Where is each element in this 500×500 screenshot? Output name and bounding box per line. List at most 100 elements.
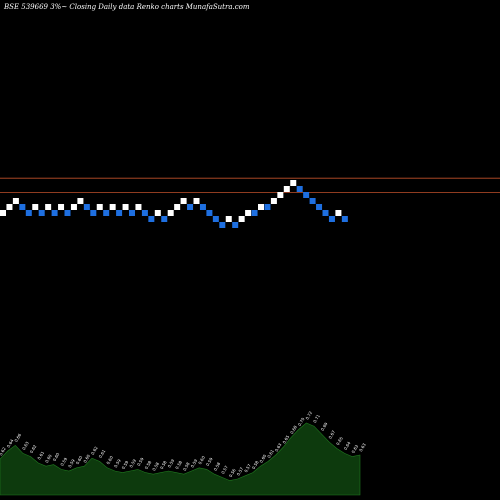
- renko-brick-up: [109, 204, 116, 210]
- volume-label: 0.59: [190, 458, 199, 469]
- renko-brick-down: [251, 210, 258, 216]
- renko-brick-up: [32, 204, 39, 210]
- renko-brick-down: [316, 204, 323, 210]
- volume-label: 0.58: [174, 459, 183, 470]
- volume-label: 0.60: [258, 453, 267, 464]
- renko-brick-up: [283, 186, 290, 192]
- volume-panel: 0.620.640.660.630.620.610.600.600.590.59…: [0, 410, 367, 496]
- renko-brick-down: [25, 210, 32, 216]
- renko-brick-down: [103, 210, 110, 216]
- volume-label: 0.61: [266, 448, 275, 459]
- renko-brick-down: [19, 204, 26, 210]
- renko-brick-up: [238, 216, 245, 222]
- renko-brick-down: [296, 186, 303, 192]
- volume-label: 0.62: [29, 443, 38, 454]
- renko-brick-down: [83, 204, 90, 210]
- renko-brick-up: [154, 210, 161, 216]
- renko-brick-down: [206, 210, 213, 216]
- renko-brick-up: [58, 204, 65, 210]
- renko-brick-up: [193, 198, 200, 204]
- volume-label: 0.64: [6, 438, 15, 449]
- volume-label: 0.59: [205, 456, 214, 467]
- renko-brick-down: [212, 216, 219, 222]
- renko-brick-down: [161, 216, 168, 222]
- renko-brick-down: [129, 210, 135, 216]
- volume-label: 0.63: [21, 440, 30, 451]
- volume-label: 0.61: [36, 450, 45, 461]
- renko-brick-down: [199, 204, 206, 210]
- volume-label: 0.60: [82, 453, 91, 464]
- volume-label: 0.60: [44, 453, 53, 464]
- volume-label: 0.58: [151, 461, 160, 472]
- volume-label: 0.58: [251, 459, 260, 470]
- volume-label: 0.62: [0, 446, 7, 457]
- renko-brick-down: [303, 192, 310, 198]
- volume-area: [0, 422, 361, 496]
- renko-brick-down: [219, 222, 226, 228]
- volume-label: 0.59: [59, 456, 68, 467]
- renko-brick-down: [116, 210, 123, 216]
- renko-brick-up: [167, 210, 174, 216]
- renko-brick-up: [225, 216, 232, 222]
- volume-label: 0.62: [90, 445, 99, 456]
- volume-label: 0.58: [213, 461, 222, 472]
- chart-title: BSE 539669 3%~ Closing Daily data Renko …: [3, 3, 250, 11]
- volume-label: 0.72: [304, 410, 313, 421]
- volume-label: 0.59: [67, 458, 76, 469]
- renko-brick-up: [6, 204, 13, 210]
- renko-brick-up: [135, 204, 142, 210]
- renko-brick-up: [277, 192, 284, 198]
- renko-brick-up: [77, 198, 84, 204]
- renko-brick-down: [141, 210, 148, 216]
- volume-label: 0.59: [167, 458, 176, 469]
- renko-brick-up: [96, 204, 103, 210]
- volume-label: 0.60: [75, 455, 84, 466]
- renko-brick-up: [174, 204, 181, 210]
- volume-label: 0.63: [358, 442, 367, 453]
- volume-label: 0.70: [297, 416, 306, 427]
- renko-brick-up: [0, 210, 6, 216]
- volume-label: 0.61: [98, 448, 107, 459]
- renko-brick-down: [264, 204, 271, 210]
- volume-label: 0.59: [121, 459, 130, 470]
- renko-brick-up: [335, 210, 342, 216]
- renko-bricks: [0, 180, 348, 228]
- renko-brick-down: [64, 210, 71, 216]
- volume-label: 0.67: [327, 429, 336, 440]
- volume-label: 0.64: [343, 440, 352, 451]
- volume-label: 0.57: [220, 464, 229, 475]
- renko-brick-up: [270, 198, 277, 204]
- volume-label: 0.59: [136, 456, 145, 467]
- volume-label: 0.68: [289, 424, 298, 435]
- reference-lines: [0, 177, 500, 194]
- volume-label: 0.57: [243, 463, 252, 474]
- volume-label: 0.60: [52, 451, 61, 462]
- renko-brick-down: [187, 204, 194, 210]
- volume-label: 0.58: [159, 459, 168, 470]
- volume-label: 0.57: [235, 466, 244, 477]
- renko-brick-down: [341, 216, 348, 222]
- renko-brick-down: [51, 210, 58, 216]
- renko-brick-up: [180, 198, 187, 204]
- renko-brick-up: [70, 204, 77, 210]
- renko-brick-up: [290, 180, 297, 186]
- renko-brick-down: [38, 210, 45, 216]
- renko-brick-down: [322, 210, 329, 216]
- volume-label: 0.66: [13, 432, 22, 443]
- volume-label: 0.63: [350, 443, 359, 454]
- renko-brick-up: [122, 204, 129, 210]
- renko-brick-down: [309, 198, 316, 204]
- volume-label: 0.65: [335, 435, 344, 446]
- renko-brick-down: [232, 222, 239, 228]
- volume-label: 0.60: [197, 455, 206, 466]
- volume-label: 0.58: [144, 459, 153, 470]
- volume-label: 0.56: [228, 467, 237, 478]
- renko-brick-up: [12, 198, 19, 204]
- renko-brick-up: [258, 204, 264, 210]
- volume-label: 0.59: [113, 458, 122, 469]
- volume-label: 0.59: [128, 458, 137, 469]
- renko-brick-down: [328, 216, 335, 222]
- renko-brick-down: [90, 210, 97, 216]
- volume-label: 0.58: [182, 461, 191, 472]
